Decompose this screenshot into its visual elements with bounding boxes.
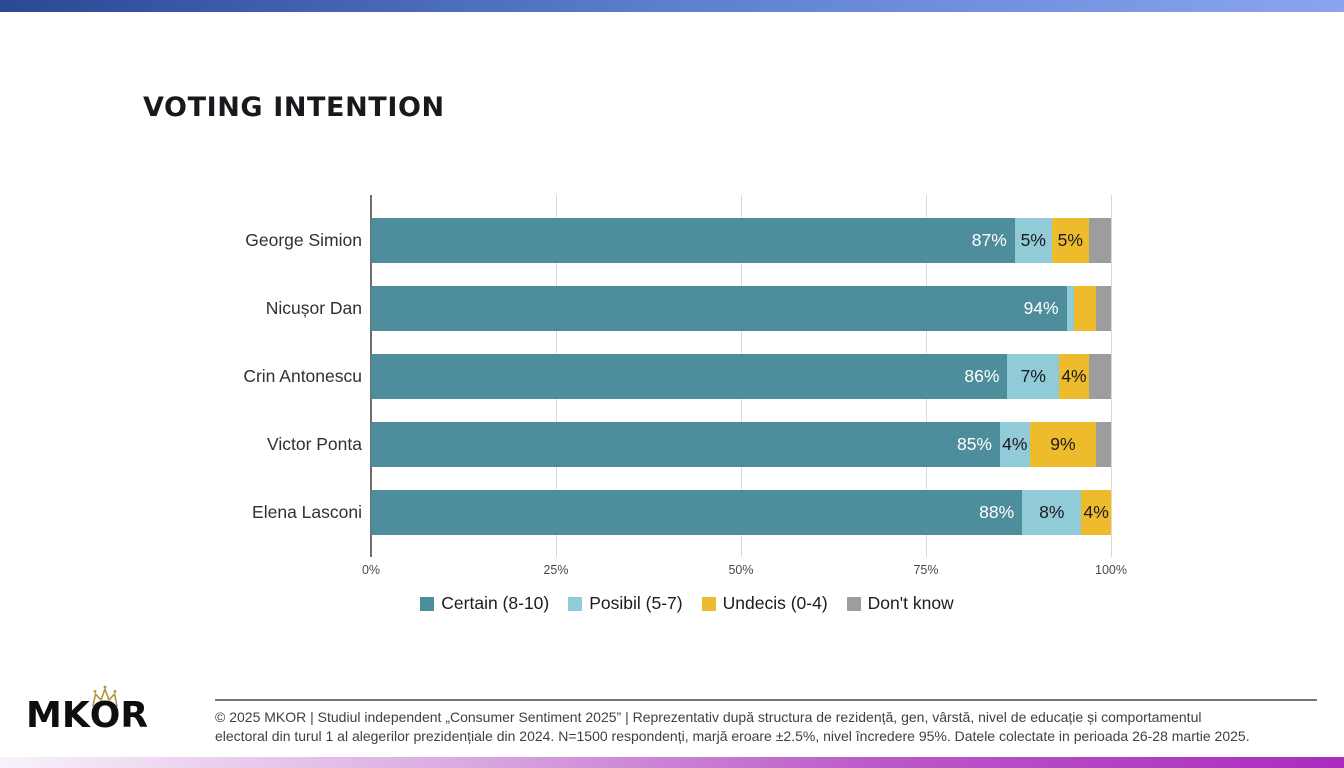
crown-icon [92,685,118,707]
bar-segment: 88% [371,490,1023,535]
bar-segment: 9% [1029,422,1097,467]
legend-label: Undecis (0-4) [722,593,828,613]
bar-value-label: 88% [979,502,1015,522]
bar-segment: 85% [371,422,1000,467]
mkor-logo: MK O R [26,685,149,736]
legend-swatch [701,596,716,611]
bar-value-label: 86% [964,366,1000,386]
bar-row: 87% 5% 5% [371,218,1111,263]
plot-area: 87% 5% 5% 94% 86% 7% 4% 85% 4% 9% 88% 8% 4% [370,195,1112,557]
logo-text: R [120,695,149,736]
footer-note: © 2025 MKOR | Studiul independent „Consu… [215,708,1250,745]
bar-segment: 4% [1000,422,1030,467]
bar-segment: 87% [371,218,1015,263]
category-label: Elena Lasconi [252,502,362,522]
bar-value-label: 4% [1061,366,1087,386]
bar-segment: 5% [1051,218,1089,263]
bar-value-label: 5% [1020,230,1046,250]
bottom-gradient-bar [0,757,1344,768]
legend-label: Don't know [867,593,954,613]
legend-swatch [420,596,435,611]
category-label: Crin Antonescu [243,366,362,386]
logo-text-o: O [89,695,121,736]
footer-note-line2: electoral din turul 1 al alegerilor prez… [215,727,1250,744]
bar-segment: 8% [1022,490,1082,535]
legend-label: Certain (8-10) [441,593,550,613]
top-gradient-bar [0,0,1344,12]
bar-segment: 4% [1081,490,1111,535]
x-tick-label: 75% [913,563,939,577]
bar-segment [1096,286,1111,331]
bar-segment [1088,218,1111,263]
x-tick-label: 50% [728,563,754,577]
bar-value-label: 8% [1039,502,1065,522]
bar-row: 86% 7% 4% [371,354,1111,399]
bar-row: 94% [371,286,1111,331]
bar-row: 85% 4% 9% [371,422,1111,467]
bar-value-label: 85% [956,434,992,454]
bar-value-label: 4% [1002,434,1028,454]
chart-legend: Certain (8-10) Posibil (5-7) Undecis (0-4)… [15,593,1344,614]
legend-item: Don't know [846,593,954,614]
category-label: George Simion [245,230,362,250]
logo-text: MK [26,695,90,736]
bar-segment: 5% [1014,218,1052,263]
bar-row: 88% 8% 4% [371,490,1111,535]
bar-segment [1096,422,1111,467]
bar-segment: 4% [1059,354,1089,399]
footer-divider [215,699,1317,701]
bar-segment [1088,354,1111,399]
x-tick-label: 0% [361,563,381,577]
bar-segment: 94% [371,286,1067,331]
x-tick-label: 100% [1095,563,1127,577]
bar-value-label: 7% [1020,366,1046,386]
bar-value-label: 94% [1023,298,1059,318]
legend-swatch [568,596,583,611]
bar-segment [1074,286,1097,331]
bar-value-label: 87% [971,230,1007,250]
page-title: VOTING INTENTION [143,92,445,123]
bar-value-label: 5% [1057,230,1083,250]
bar-segment [1066,286,1074,331]
legend-item: Certain (8-10) [420,593,549,614]
bar-segment: 7% [1007,354,1060,399]
legend-item: Undecis (0-4) [701,593,828,614]
bar-value-label: 9% [1050,434,1076,454]
category-label: Nicușor Dan [265,298,362,318]
legend-label: Posibil (5-7) [589,593,683,613]
bar-value-label: 4% [1083,502,1109,522]
footer-note-line1: © 2025 MKOR | Studiul independent „Consu… [215,709,1202,725]
category-label: Victor Ponta [266,434,362,454]
gridline [1111,195,1112,557]
legend-item: Posibil (5-7) [568,593,683,614]
legend-swatch [846,596,861,611]
x-tick-label: 25% [543,563,569,577]
bar-segment: 86% [371,354,1008,399]
